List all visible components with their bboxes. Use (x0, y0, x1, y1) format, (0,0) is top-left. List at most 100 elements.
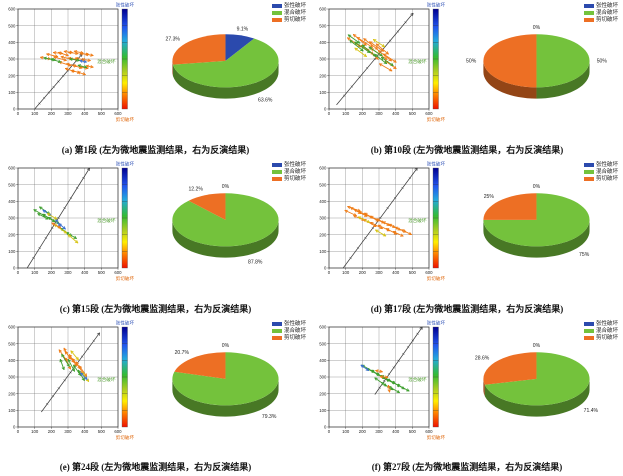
axis-ticks (16, 8, 119, 111)
legend-label-mixed: 混合破坏 (283, 328, 306, 334)
axis-ticks (327, 167, 430, 270)
pie-side-walls (483, 378, 590, 417)
svg-text:400: 400 (392, 111, 400, 116)
legend-item-mixed: 混合破坏 (583, 328, 618, 334)
legend-item-tensile: 张性破坏 (271, 162, 306, 168)
pie-chart-c: 0% 87.8% 12.2% (171, 184, 279, 265)
svg-text:28.6%: 28.6% (475, 355, 490, 361)
legend-item-shear: 剪切破坏 (271, 176, 306, 182)
legend-label-shear: 剪切破坏 (283, 335, 306, 341)
caption-f: (f) 第27段 (左为微地震监测结果，右为反演结果) (371, 462, 563, 472)
panel-d-charts: 0 0 100 100 200 200 300 300 400 400 500 500 600 600 张性… (311, 159, 623, 301)
pie-chart-d: 0% 75% 25% (483, 184, 590, 258)
svg-text:400: 400 (319, 40, 327, 45)
svg-text:200: 200 (319, 391, 327, 396)
axis-tick-labels: 00 100 100 200 200 300 300 400 400 500 500 600 600 (8, 325, 122, 435)
colorbar-top-label: 张性破坏 (116, 319, 135, 326)
svg-text:300: 300 (64, 111, 72, 116)
legend-swatch-shear (271, 17, 282, 23)
fracture-vectors (347, 34, 397, 72)
svg-text:400: 400 (319, 358, 327, 363)
legend-swatch-shear (583, 335, 594, 341)
svg-text:300: 300 (375, 270, 383, 275)
pie-zone-f: 0% 71.4% 28.6% 张性破坏 混合破坏 剪切破坏 (453, 318, 623, 458)
svg-text:300: 300 (8, 216, 16, 221)
legend-swatch-mixed (271, 328, 282, 334)
svg-text:500: 500 (8, 341, 16, 346)
svg-text:200: 200 (48, 111, 56, 116)
legend-d: 张性破坏 混合破坏 剪切破坏 (583, 162, 618, 182)
svg-text:0: 0 (324, 425, 327, 430)
legend-label-mixed: 混合破坏 (283, 169, 306, 175)
svg-text:200: 200 (48, 429, 56, 434)
svg-text:400: 400 (81, 270, 89, 275)
pie-chart-a: 9.1% 63.6% 27.3% (165, 26, 279, 103)
pie-side-walls (171, 60, 279, 99)
well-trajectory (336, 12, 414, 106)
svg-text:400: 400 (8, 358, 16, 363)
svg-text:500: 500 (409, 429, 417, 434)
scatter-plot-b: 00 100 100 200 200 300 300 400 400 500 500 600 600 张性… (319, 1, 445, 122)
legend-swatch-mixed (271, 10, 282, 16)
svg-text:400: 400 (392, 270, 400, 275)
svg-text:500: 500 (319, 182, 327, 187)
svg-text:200: 200 (8, 391, 16, 396)
svg-text:500: 500 (409, 270, 417, 275)
well-trajectory (41, 332, 100, 413)
legend-swatch-mixed (583, 169, 594, 175)
legend-swatch-shear (583, 17, 594, 23)
legend-label-mixed: 混合破坏 (595, 328, 618, 334)
svg-text:0: 0 (328, 429, 331, 434)
svg-text:600: 600 (8, 325, 16, 330)
svg-text:300: 300 (319, 375, 327, 380)
svg-text:300: 300 (375, 111, 383, 116)
legend-label-shear: 剪切破坏 (595, 176, 618, 182)
svg-text:400: 400 (81, 111, 89, 116)
svg-text:20.7%: 20.7% (174, 349, 189, 355)
svg-text:87.8%: 87.8% (248, 259, 263, 265)
legend-swatch-tensile (271, 162, 282, 168)
colorbar-top-label: 张性破坏 (427, 319, 446, 326)
pie-top-faces (483, 33, 590, 87)
legend-label-tensile: 张性破坏 (595, 3, 618, 9)
legend-label-mixed: 混合破坏 (595, 169, 618, 175)
panel-e: 0 0 100 100 200 200 300 300 400 400 500 500 600 600 张性… (0, 318, 311, 476)
pie-side-walls (171, 219, 279, 258)
scatter-plot-c: 00 100 100 200 200 300 300 400 400 500 500 600 600 张性… (8, 160, 134, 281)
svg-text:0: 0 (13, 266, 16, 271)
legend-b: 张性破坏 混合破坏 剪切破坏 (583, 3, 618, 23)
legend-label-tensile: 张性破坏 (283, 3, 306, 9)
svg-text:500: 500 (98, 111, 106, 116)
panel-f-charts: 0 0 100 100 200 200 300 300 400 400 500 500 600 600 张性… (311, 318, 623, 460)
fracture-vectors (40, 50, 94, 76)
svg-text:100: 100 (31, 270, 39, 275)
scatter-plot-f: 00 100 100 200 200 300 300 400 400 500 500 600 600 张性… (319, 319, 446, 440)
svg-text:600: 600 (114, 111, 122, 116)
svg-text:200: 200 (8, 232, 16, 237)
pie-chart-f: 0% 71.4% 28.6% (475, 343, 599, 417)
legend-label-tensile: 张性破坏 (283, 321, 306, 327)
svg-text:600: 600 (319, 7, 327, 12)
legend-label-tensile: 张性破坏 (595, 321, 618, 327)
legend-swatch-mixed (271, 169, 282, 175)
svg-text:0%: 0% (221, 184, 229, 190)
svg-text:400: 400 (81, 429, 89, 434)
legend-item-tensile: 张性破坏 (271, 321, 306, 327)
svg-text:500: 500 (409, 111, 417, 116)
pie-percent-labels: 0% 75% 25% (484, 184, 590, 258)
axis-tick-labels: 00 100 100 200 200 300 300 400 400 500 500 600 600 (8, 166, 122, 276)
svg-text:100: 100 (342, 111, 350, 116)
svg-text:500: 500 (8, 23, 16, 28)
svg-text:500: 500 (98, 429, 106, 434)
svg-text:400: 400 (392, 429, 400, 434)
svg-text:600: 600 (425, 111, 433, 116)
svg-text:9.1%: 9.1% (236, 26, 248, 32)
svg-text:0: 0 (328, 270, 331, 275)
fracture-vectors (33, 206, 79, 244)
svg-text:100: 100 (342, 429, 350, 434)
svg-text:300: 300 (319, 57, 327, 62)
svg-text:0: 0 (17, 429, 20, 434)
pie-side-walls (171, 378, 279, 417)
svg-text:300: 300 (64, 270, 72, 275)
colorbar-top-label: 张性破坏 (427, 160, 446, 167)
